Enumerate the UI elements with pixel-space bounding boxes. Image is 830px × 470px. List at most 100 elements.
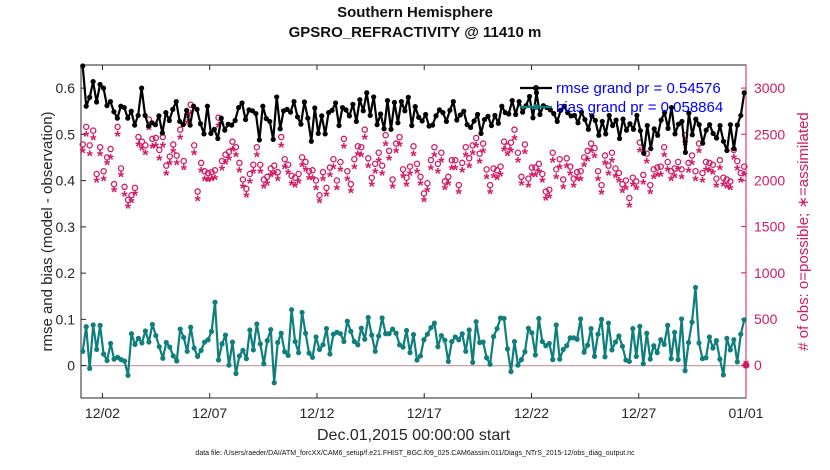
bias-point <box>442 337 448 343</box>
bias-point <box>132 341 138 347</box>
rmse-point <box>429 122 436 128</box>
rmse-point <box>332 100 339 106</box>
bias-point <box>591 353 598 359</box>
rmse-point <box>93 99 100 105</box>
assimilated-obs-point: * <box>153 140 160 157</box>
assimilated-obs-point: * <box>567 168 574 185</box>
rmse-point <box>308 138 314 144</box>
assimilated-obs-point: * <box>665 164 672 181</box>
bias-point <box>365 314 371 321</box>
possible-obs-point <box>264 173 271 181</box>
possible-obs-point <box>333 177 341 184</box>
rmse-point <box>152 122 159 128</box>
rmse-point <box>606 112 612 119</box>
rmse-point <box>111 109 117 115</box>
rmse-point <box>405 94 411 100</box>
possible-obs-point <box>406 163 414 170</box>
y-left-tick-label: 0.6 <box>56 80 76 96</box>
assimilated-obs-point: * <box>678 172 685 189</box>
assimilated-obs-point: * <box>320 173 327 190</box>
rmse-point <box>627 121 633 127</box>
assimilated-obs-point: * <box>553 172 560 189</box>
rmse-point <box>343 107 349 113</box>
possible-obs-point <box>358 143 365 151</box>
assimilated-obs-point: * <box>738 175 745 192</box>
bias-point <box>222 332 229 338</box>
rmse-point <box>478 130 484 137</box>
assimilated-obs-point: * <box>734 163 741 180</box>
possible-obs-point <box>284 161 292 169</box>
assimilated-obs-point: * <box>421 195 428 212</box>
bias-point <box>720 372 726 378</box>
possible-obs-point <box>135 133 142 141</box>
assimilated-obs-point: * <box>261 181 268 198</box>
bias-point <box>557 356 563 362</box>
rmse-point <box>253 110 259 117</box>
possible-obs-point <box>549 149 557 157</box>
rmse-point <box>163 110 169 116</box>
possible-obs-point <box>629 174 637 181</box>
possible-obs-point <box>702 158 710 166</box>
assimilated-obs-point: * <box>605 168 612 185</box>
rmse-point <box>291 98 297 105</box>
possible-obs-point <box>354 143 362 150</box>
assimilated-obs-point: * <box>132 188 139 205</box>
rmse-point <box>703 127 709 133</box>
bias-point <box>682 368 688 374</box>
rmse-point <box>616 135 623 142</box>
bias-point <box>379 315 385 321</box>
bias-point <box>400 344 406 350</box>
rmse-point <box>468 124 474 131</box>
bias-point <box>414 357 420 363</box>
possible-obs-point <box>427 156 435 164</box>
assimilated-obs-point: * <box>470 148 477 165</box>
assimilated-obs-point: * <box>316 196 323 213</box>
bias-point <box>153 332 159 339</box>
possible-obs-point <box>316 191 323 199</box>
assimilated-obs-point: * <box>515 155 522 172</box>
rmse-point <box>402 108 408 114</box>
possible-obs-point <box>204 169 212 177</box>
assimilated-obs-point: * <box>477 156 484 173</box>
assimilated-obs-point: * <box>557 161 564 178</box>
bias-point <box>247 327 253 333</box>
rmse-point <box>211 126 217 132</box>
rmse-point <box>717 122 723 129</box>
y-right-tick-label: 1500 <box>754 219 785 235</box>
y-right-tick-label: 500 <box>754 311 778 327</box>
bias-point <box>546 340 552 347</box>
rmse-point <box>443 118 450 125</box>
rmse-point <box>312 105 318 111</box>
bias-point <box>731 337 737 343</box>
bias-point <box>174 358 180 364</box>
possible-obs-point <box>323 184 330 192</box>
assimilated-obs-point: * <box>706 165 713 182</box>
bias-point <box>358 325 364 331</box>
assimilated-obs-point: * <box>118 170 125 187</box>
y-left-tick-label: 0.5 <box>56 126 76 142</box>
bias-point <box>515 362 521 368</box>
y-right-tick-label: 0 <box>754 357 762 373</box>
rmse-point <box>461 108 467 114</box>
rmse-point <box>177 118 183 125</box>
rmse-point <box>530 115 536 121</box>
assimilated-obs-point: * <box>525 180 532 197</box>
bias-point <box>351 338 357 345</box>
bias-point <box>271 380 277 386</box>
assimilated-obs-point: * <box>612 171 619 188</box>
rmse-point <box>565 110 571 116</box>
assimilated-obs-point: * <box>560 182 567 199</box>
possible-obs-point <box>507 139 515 146</box>
assimilated-obs-point: * <box>501 144 508 161</box>
assimilated-obs-point: * <box>623 183 630 200</box>
bias-point <box>344 318 350 324</box>
rmse-point <box>464 122 470 128</box>
possible-obs-point <box>622 177 630 184</box>
rmse-point <box>679 118 685 125</box>
bias-point <box>672 329 678 335</box>
rmse-point <box>184 107 190 113</box>
possible-obs-point <box>647 181 654 189</box>
x-tick-label: 12/17 <box>407 405 442 421</box>
possible-obs-point <box>518 173 525 181</box>
